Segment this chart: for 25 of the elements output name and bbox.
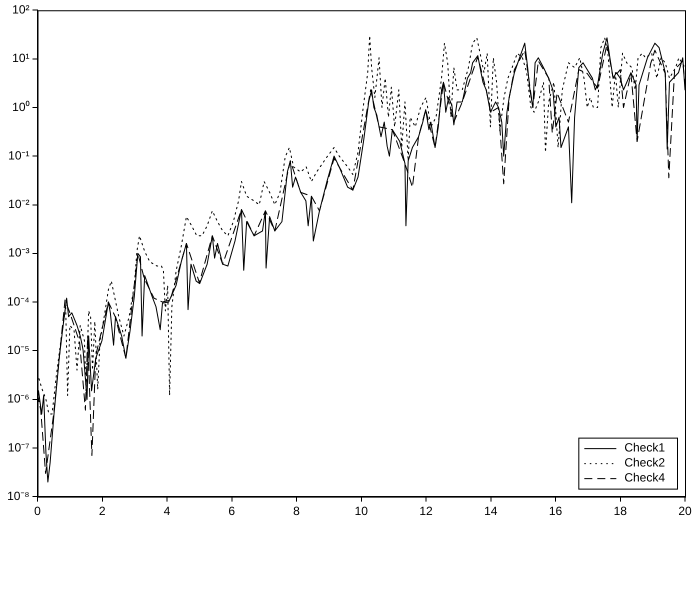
y-tick-label: 10² [12,2,30,17]
x-tick-label: 0 [34,504,42,518]
y-tick-label: 10⁻⁷ [8,440,30,454]
x-tick-label: 20 [678,504,692,518]
legend-label: Check2 [624,455,666,470]
legend-label: Check4 [624,470,666,484]
x-tick-label: 4 [164,504,171,518]
x-tick-label: 16 [548,504,562,518]
y-tick-label: 10⁻² [8,197,30,212]
x-tick-label: 18 [614,504,628,518]
x-tick-label: 2 [98,504,106,518]
legend-label: Check1 [624,440,666,454]
y-tick-label: 10¹ [12,51,30,66]
x-tick-label: 6 [228,504,236,518]
y-tick-label: 10⁻⁴ [6,294,30,308]
y-tick-label: 10⁻⁵ [7,342,30,357]
y-tick-label: 10⁻⁶ [7,392,30,406]
x-tick-label: 10 [354,504,368,518]
x-tick-label: 12 [419,504,433,518]
y-tick-label: 10⁻¹ [8,148,30,162]
x-tick-label: 14 [484,504,498,518]
y-tick-label: 10⁻³ [8,246,30,260]
x-tick-label: 8 [293,504,300,518]
y-tick-label: 10⁻⁸ [7,488,30,503]
y-tick-label: 10⁰ [12,100,30,114]
